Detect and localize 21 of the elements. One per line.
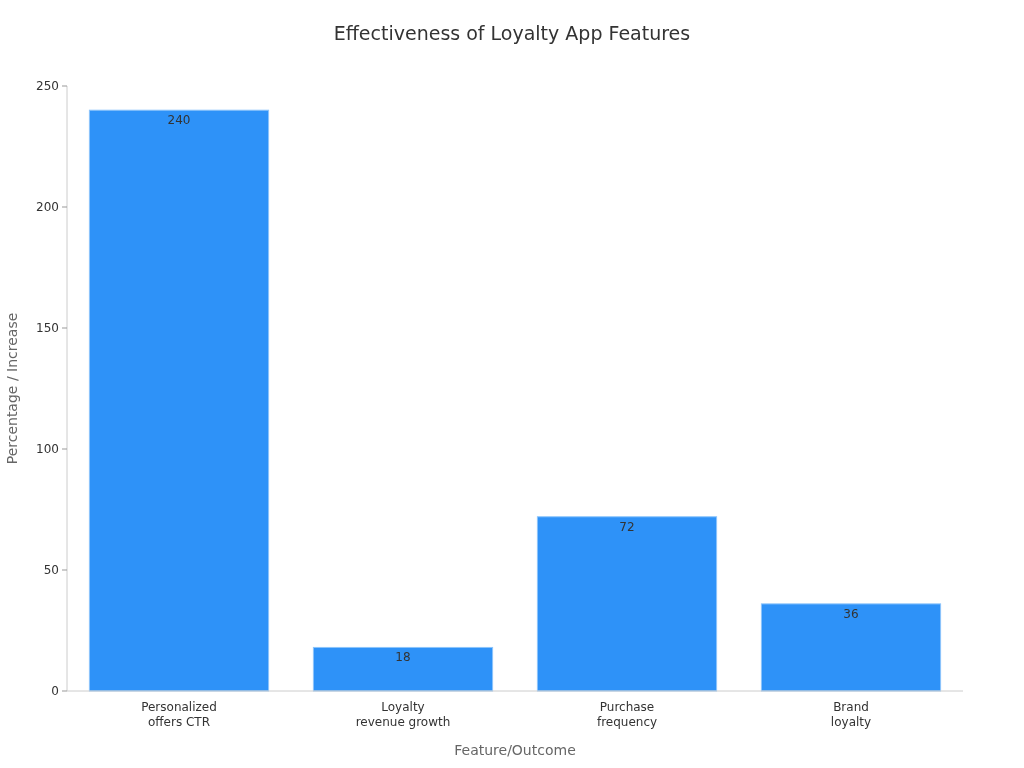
data-label: 240 <box>167 113 191 128</box>
x-axis-title: Feature/Outcome <box>454 742 576 758</box>
y-tick-label: 250 <box>36 79 59 94</box>
y-tick-label: 200 <box>36 200 59 215</box>
y-tick-label: 100 <box>36 442 59 457</box>
x-tick-label: Purchase frequency <box>596 700 658 729</box>
chart-title: Effectiveness of Loyalty App Features <box>333 22 691 44</box>
y-axis-title: Percentage / Increase <box>4 312 20 465</box>
bar <box>760 603 942 692</box>
y-tick-label: 50 <box>43 563 59 578</box>
bar <box>88 109 270 692</box>
bar <box>536 516 718 692</box>
data-label: 72 <box>619 519 635 534</box>
data-label: 36 <box>843 606 859 621</box>
y-tick-label: 150 <box>36 321 59 336</box>
x-tick-label: Loyalty revenue growth <box>355 700 451 729</box>
data-label: 18 <box>395 650 411 665</box>
y-tick-label: 0 <box>51 684 59 699</box>
x-tick-label: Personalized offers CTR <box>141 700 217 729</box>
x-tick-label: Brand loyalty <box>830 700 872 729</box>
bar <box>312 646 494 692</box>
